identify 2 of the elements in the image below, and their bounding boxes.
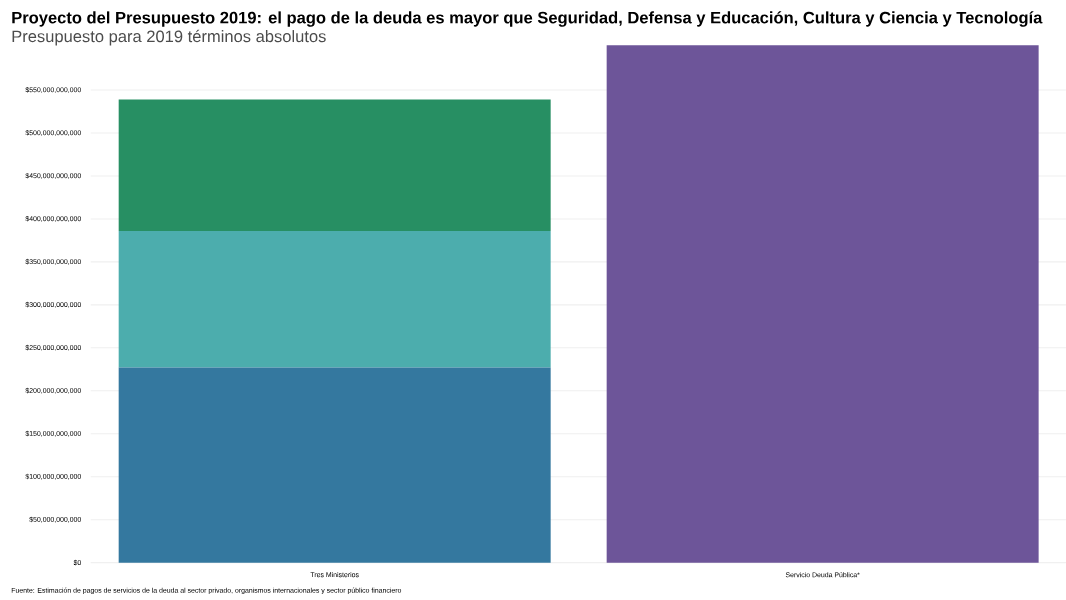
chart-subtitle: Presupuesto para 2019 términos absolutos (12, 29, 326, 46)
chart-title: Proyecto del Presupuesto 2019: el pago de la deuda es mayor que Seguridad, Defensa y Educación, Cultura y Ciencia y Tecnología (12, 11, 1043, 27)
